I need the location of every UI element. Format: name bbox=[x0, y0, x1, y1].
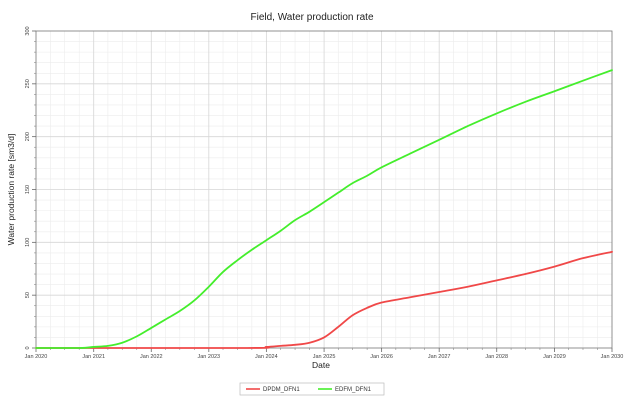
x-tick-label: Jan 2029 bbox=[543, 354, 566, 360]
x-axis-ticks: Jan 2020 Jan 2021 Jan 2022 Jan 2023 Jan 2024… bbox=[25, 348, 624, 360]
y-tick-label: 200 bbox=[25, 132, 31, 141]
x-tick-label: Jan 2027 bbox=[428, 354, 451, 360]
legend: DPDM_DFN1 EDFM_DFN1 bbox=[239, 382, 385, 396]
series-line-dpdm-dfn1 bbox=[35, 250, 613, 349]
x-tick-label: Jan 2020 bbox=[25, 354, 48, 360]
y-tick-label: 0 bbox=[25, 346, 31, 349]
chart-title: Field, Water production rate bbox=[250, 12, 373, 23]
legend-label: EDFM_DFN1 bbox=[335, 387, 372, 393]
x-tick-label: Jan 2028 bbox=[485, 354, 508, 360]
x-tick-label: Jan 2024 bbox=[255, 354, 278, 360]
y-tick-label: 100 bbox=[25, 238, 31, 247]
x-tick-label: Jan 2025 bbox=[313, 354, 336, 360]
x-tick-label: Jan 2021 bbox=[82, 354, 105, 360]
y-tick-label: 250 bbox=[25, 79, 31, 88]
y-tick-label: 300 bbox=[25, 26, 31, 35]
legend-label: DPDM_DFN1 bbox=[263, 387, 300, 393]
major-gridlines bbox=[36, 31, 612, 348]
x-axis-label: Date bbox=[312, 360, 330, 370]
x-tick-label: Jan 2026 bbox=[370, 354, 393, 360]
x-tick-label: Jan 2030 bbox=[601, 354, 624, 360]
y-tick-label: 50 bbox=[25, 292, 31, 298]
series-lines bbox=[35, 69, 613, 349]
series-line-edfm-dfn1 bbox=[35, 69, 613, 349]
y-axis-label: Water production rate [sm3/d] bbox=[6, 134, 16, 246]
legend-box bbox=[239, 382, 385, 396]
y-axis-ticks: 0 50 100 150 200 250 300 bbox=[25, 26, 36, 350]
x-tick-label: Jan 2022 bbox=[140, 354, 163, 360]
x-tick-label: Jan 2023 bbox=[197, 354, 220, 360]
y-tick-label: 150 bbox=[25, 185, 31, 194]
